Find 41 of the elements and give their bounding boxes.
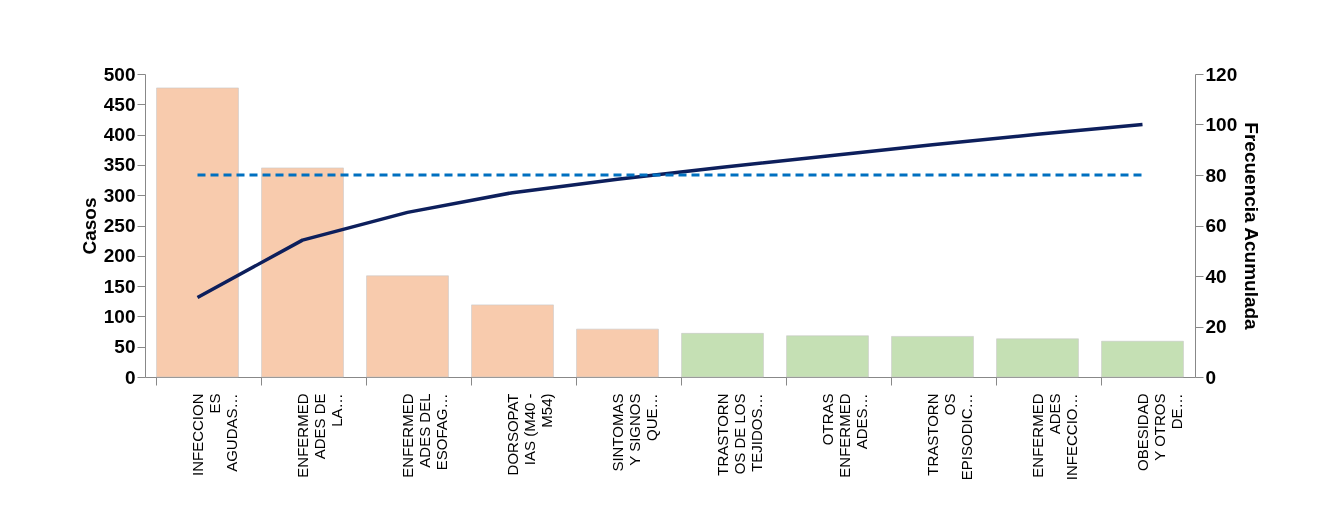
line-series <box>195 122 1145 300</box>
y-tick-label: 350 <box>103 154 136 176</box>
x-tick-label: SINTOMAS Y SIGNOS QUE… <box>608 393 660 472</box>
bar <box>891 336 974 378</box>
y-tick-label: 500 <box>103 63 136 85</box>
y2-tick-label: 0 <box>1205 366 1217 388</box>
bar <box>786 335 869 378</box>
x-tick-label: TRASTORN OS EPISODIC… <box>923 393 975 481</box>
y-tick-label: 50 <box>114 336 136 358</box>
y-tick-label: 200 <box>103 245 136 267</box>
x-tick-label: ENFERMED ADES DE LA… <box>293 393 345 478</box>
y-tick-label: 250 <box>103 215 136 236</box>
y2-tick-label: 40 <box>1205 265 1227 287</box>
x-tick-label: OTRAS ENFERMED ADES… <box>818 393 870 478</box>
x-tick-label: INFECCION ES AGUDAS… <box>188 393 240 476</box>
bar <box>471 304 554 378</box>
y-tick-label: 0 <box>124 366 136 388</box>
bar <box>156 87 239 378</box>
bar <box>996 338 1079 378</box>
y2-tick-label: 120 <box>1205 63 1238 85</box>
y2-tick-label: 100 <box>1205 114 1238 135</box>
x-tick-label: DORSOPAT IAS (M40 - M54) <box>503 393 555 476</box>
bar <box>261 167 344 378</box>
x-tick-label: OBESIDAD Y OTROS DE… <box>1133 393 1185 472</box>
x-tick-label: ENFERMED ADES DEL ESOFAG… <box>398 393 450 478</box>
y-tick-label: 450 <box>103 93 136 115</box>
x-tick-label: ENFERMED ADES INFECCIO… <box>1028 393 1080 481</box>
bar <box>576 328 659 378</box>
y2-tick-label: 80 <box>1205 164 1227 186</box>
y-axis-title: Casos <box>78 197 100 255</box>
y-tick-label: 100 <box>103 305 136 327</box>
bar <box>1101 340 1184 378</box>
y2-axis-title: Frecuencia Acumulada <box>1241 122 1263 331</box>
y-tick-label: 150 <box>103 275 136 297</box>
y-tick-label: 400 <box>103 124 136 146</box>
bar <box>681 333 764 378</box>
y-tick-label: 300 <box>103 184 136 206</box>
y2-tick-label: 20 <box>1205 316 1227 337</box>
y2-tick-label: 60 <box>1205 215 1227 236</box>
bar <box>366 275 449 378</box>
x-tick-label: TRASTORN OS DE LOS TEJIDOS… <box>713 393 765 476</box>
